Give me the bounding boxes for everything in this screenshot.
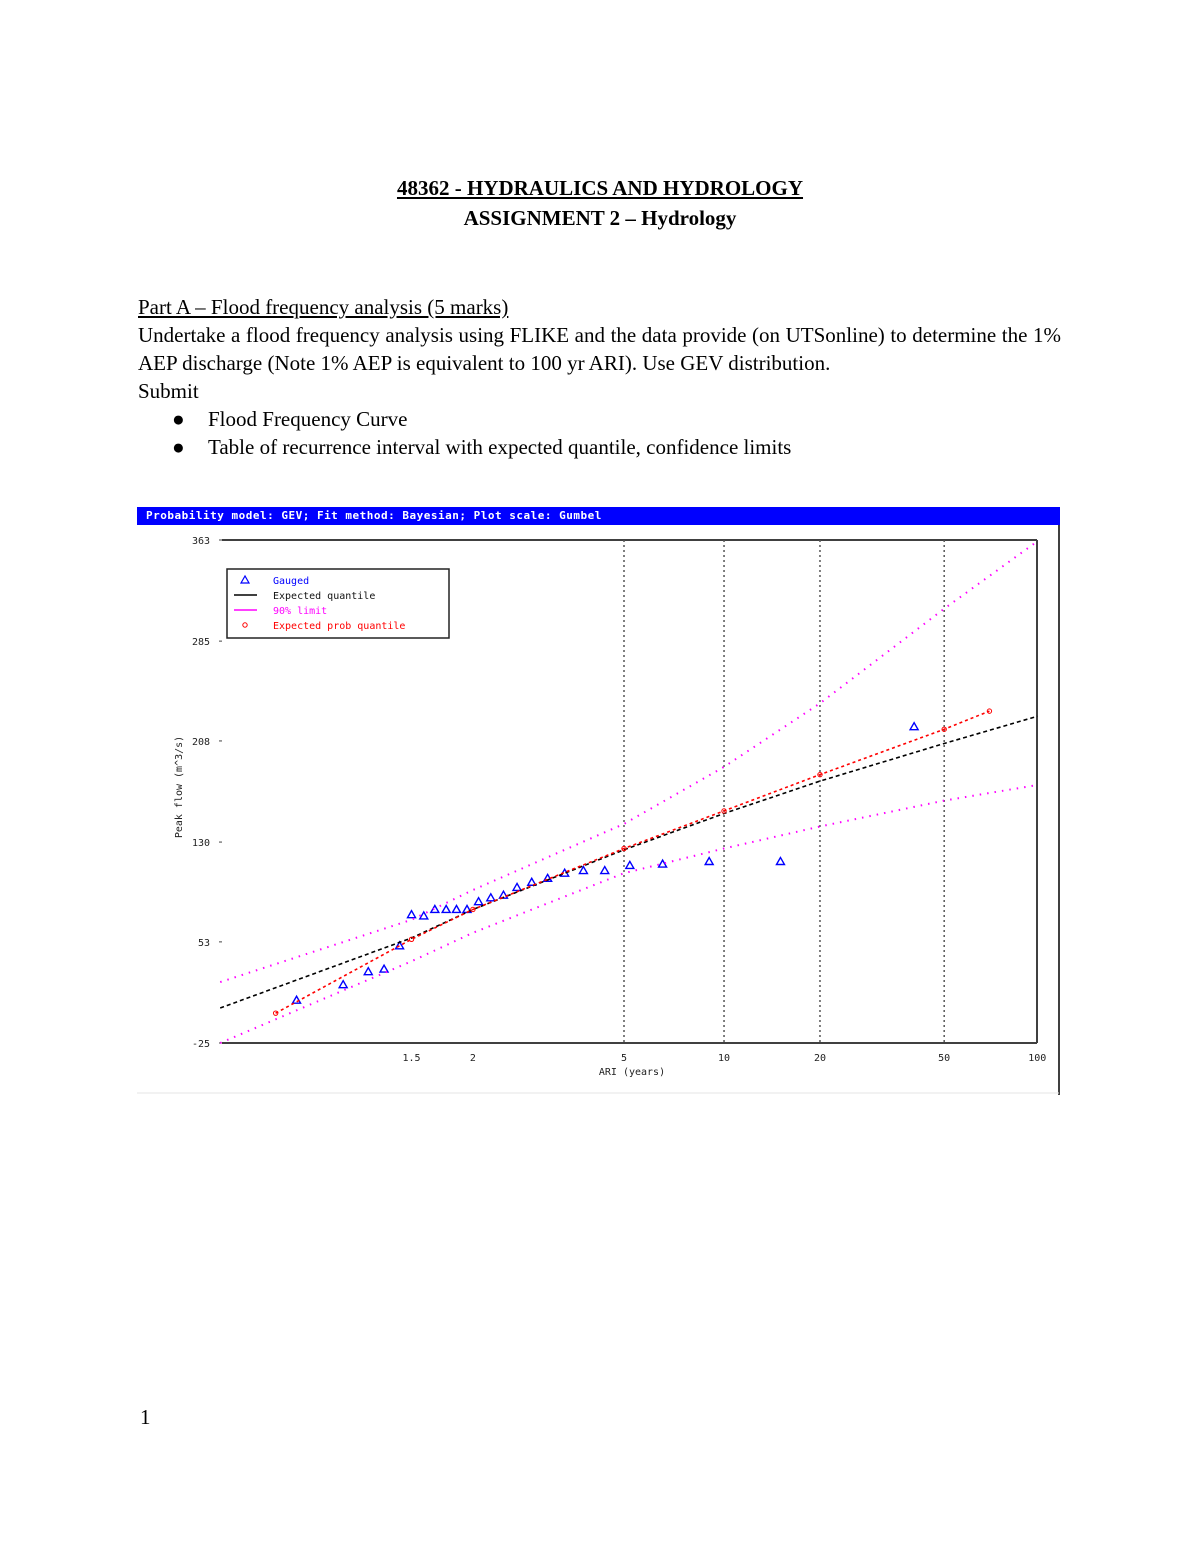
x-tick-label: 5 (621, 1053, 627, 1064)
legend-label: Expected quantile (273, 591, 375, 602)
x-axis-label: ARI (years) (599, 1067, 665, 1078)
document-body: Part A – Flood frequency analysis (5 mar… (138, 293, 1061, 461)
gauged-point (406, 909, 417, 919)
page-number: 1 (140, 1405, 151, 1429)
legend-label: 90% limit (273, 606, 327, 617)
x-tick-label: 100 (1028, 1053, 1046, 1064)
prob-quantile-marker (408, 936, 415, 942)
gauged-point (394, 940, 405, 950)
prob-quantile-marker (817, 771, 823, 778)
x-tick-label: 10 (718, 1053, 730, 1064)
y-tick-label: -25 (192, 1039, 210, 1050)
legend-label: Expected prob quantile (273, 621, 405, 632)
gauged-point (526, 876, 537, 886)
x-tick-label: 1.5 (402, 1053, 420, 1064)
gauged-point (440, 904, 452, 914)
gauged-point (337, 979, 349, 989)
chart-header-bar: Probability model: GEV; Fit method: Baye… (137, 507, 1060, 525)
bullet-item: ● Table of recurrence interval with expec… (172, 435, 792, 459)
gauged-point (578, 865, 589, 875)
gauged-point (363, 966, 374, 976)
submit-list: ● Flood Frequency Curve ● Table of recurre… (138, 405, 1061, 461)
bullet-icon: ● (172, 407, 185, 431)
prob-quantile-marker (941, 726, 947, 732)
series-line (219, 715, 1038, 1009)
y-tick-label: 363 (192, 536, 210, 547)
chart-legend: Gauged Expected quantile 90% limit Expected… (226, 568, 450, 639)
x-tick-label: 50 (938, 1053, 950, 1064)
instructions-paragraph: Undertake a flood frequency analysis usi… (138, 323, 1061, 375)
document-subtitle: ASSIGNMENT 2 – Hydrology (463, 206, 737, 230)
series-line (275, 710, 990, 1014)
prob-quantile-marker (986, 708, 993, 714)
y-axis-label: Peak flow (m^3/s) (174, 736, 185, 838)
prob-quantile-marker (272, 1010, 279, 1016)
y-tick-label: 53 (198, 938, 210, 949)
prob-quantile-marker (470, 906, 476, 913)
bullet-item: ● Flood Frequency Curve (172, 407, 408, 431)
gauged-point (485, 892, 497, 902)
gauged-point (451, 904, 462, 914)
series-line (219, 784, 1038, 1044)
y-tick-label: 285 (192, 637, 210, 648)
gauged-point (429, 904, 441, 914)
gauged-point (378, 963, 390, 973)
document-title: 48362 - HYDRAULICS AND HYDROLOGY (396, 176, 804, 200)
bullet-icon: ● (172, 435, 185, 459)
gauged-point (775, 856, 786, 866)
gauged-point (624, 859, 636, 870)
part-heading: Part A – Flood frequency analysis (5 mar… (138, 295, 509, 319)
gauged-point (908, 721, 920, 731)
x-tick-label: 2 (470, 1053, 476, 1064)
y-tick-label: 208 (192, 737, 210, 748)
gauged-point (703, 856, 715, 866)
prob-quantile-marker (721, 808, 727, 814)
gauged-point (657, 858, 668, 868)
gauged-point (511, 882, 523, 892)
gauged-point (599, 865, 610, 875)
y-tick-label: 130 (192, 838, 210, 849)
legend-label: Gauged (273, 576, 309, 587)
gauged-point (291, 994, 302, 1004)
x-tick-label: 20 (814, 1053, 826, 1064)
submit-label: Submit (138, 379, 199, 403)
legend-triangle-icon (239, 574, 251, 584)
chart-canvas: 363 285 208 130 53 -25 1.5 2 5 10 20 50 100 ARI (year… (137, 525, 1060, 1095)
flood-frequency-chart: 363 285 208 130 53 -25 1.5 2 5 10 20 50 100 ARI (year… (137, 507, 1060, 1095)
gauged-point (473, 896, 484, 906)
gauged-point (418, 910, 429, 920)
prob-quantile-marker (621, 845, 627, 852)
gauged-point (542, 872, 553, 883)
legend-circle-icon (242, 622, 248, 628)
